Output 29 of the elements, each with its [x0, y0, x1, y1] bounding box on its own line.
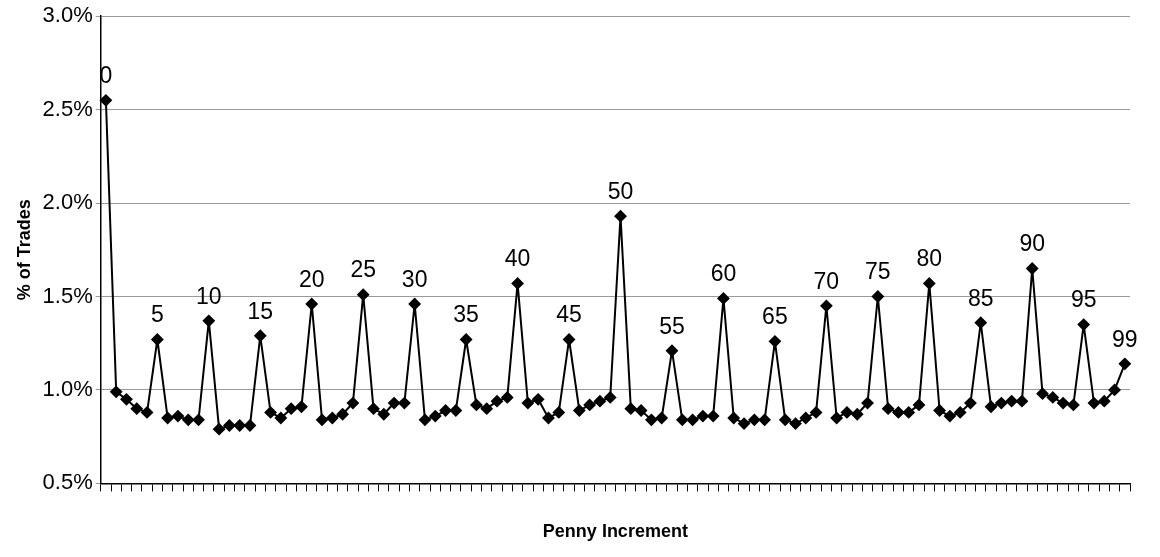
x-tick-label: 65	[762, 303, 788, 330]
x-tick-label: 60	[710, 260, 737, 287]
x-tick-label: 5	[150, 301, 164, 328]
x-tick-label: 95	[1070, 286, 1097, 313]
x-tick-label: 25	[350, 256, 376, 283]
y-tick-label: 1.0%	[42, 376, 93, 402]
x-tick-label: 90	[1019, 230, 1046, 257]
x-tick-label: 70	[813, 267, 840, 294]
y-tick-label: 2.0%	[42, 189, 93, 215]
y-tick-label: 0.5%	[42, 469, 93, 495]
x-tick-label: 99	[1112, 325, 1138, 352]
x-tick-label: 10	[196, 282, 222, 309]
y-tick-label: 3.0%	[42, 2, 93, 28]
x-tick-label: 55	[659, 312, 685, 339]
y-tick-label: 1.5%	[42, 282, 93, 308]
x-tick-label: 85	[967, 284, 994, 311]
x-tick-label: 50	[607, 178, 634, 205]
x-axis-title: Penny Increment	[542, 521, 688, 542]
x-tick-label: 45	[556, 301, 582, 328]
x-tick-label: 40	[504, 245, 531, 272]
y-axis-title: % of Trades	[13, 199, 34, 301]
x-tick-label: 0	[99, 62, 113, 89]
x-tick-label: 30	[401, 265, 428, 292]
x-tick-label: 35	[453, 301, 479, 328]
y-tick-label: 2.5%	[42, 95, 93, 121]
x-tick-label: 75	[865, 258, 891, 285]
x-tick-label: 80	[916, 245, 943, 272]
x-tick-label: 15	[247, 297, 274, 324]
x-tick-label: 20	[298, 265, 325, 292]
